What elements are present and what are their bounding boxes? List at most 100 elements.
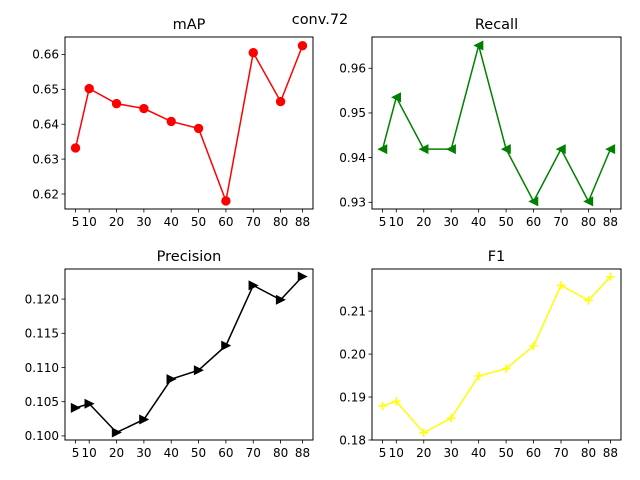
recall-x-tick-label: 80 bbox=[581, 215, 596, 229]
recall-data-point bbox=[377, 144, 388, 155]
map-title: mAP bbox=[173, 17, 206, 33]
f1-x-tick-label: 40 bbox=[471, 446, 486, 460]
recall-x-tick-label: 50 bbox=[498, 215, 513, 229]
precision-data-point bbox=[139, 414, 150, 425]
precision-y-tick-label: 0.100 bbox=[25, 429, 59, 443]
map-data-point bbox=[297, 41, 308, 51]
precision-x-tick-label: 88 bbox=[295, 446, 310, 460]
precision-title: Precision bbox=[157, 249, 222, 265]
map-y-tick-label: 0.62 bbox=[32, 187, 59, 201]
precision-x-tick-label: 80 bbox=[273, 446, 288, 460]
precision-data-point bbox=[275, 294, 286, 305]
precision-data-point bbox=[84, 398, 95, 409]
recall-y-tick-label: 0.94 bbox=[339, 151, 366, 165]
map-x-tick-label: 70 bbox=[246, 215, 261, 229]
map-y-tick-label: 0.66 bbox=[32, 48, 59, 62]
subplot-map: mAP 5 10 20 30 40 50 60 70 80 88 0.62 0.63 0.64 0.65 0.… bbox=[32, 17, 314, 229]
f1-x-tick-label: 70 bbox=[553, 446, 568, 460]
precision-data-point bbox=[111, 427, 122, 438]
f1-series-line bbox=[382, 276, 611, 434]
map-data-point bbox=[139, 103, 149, 114]
f1-data-point bbox=[474, 371, 483, 381]
f1-data-point bbox=[606, 272, 615, 281]
map-x-tick-label: 88 bbox=[295, 215, 310, 229]
recall-axes-frame bbox=[371, 36, 622, 210]
precision-y-tick-label: 0.110 bbox=[25, 361, 59, 375]
f1-data-point bbox=[378, 401, 387, 411]
map-data-point bbox=[221, 196, 231, 206]
recall-data-point bbox=[605, 144, 616, 155]
recall-data-point bbox=[555, 144, 566, 155]
map-x-tick-label: 40 bbox=[164, 215, 179, 229]
precision-x-tick-label: 10 bbox=[82, 446, 97, 460]
precision-x-tick-label: 30 bbox=[136, 446, 151, 460]
precision-x-tick-label: 5 bbox=[72, 446, 80, 460]
f1-x-tick-label: 10 bbox=[389, 446, 404, 460]
recall-y-tick-label: 0.95 bbox=[339, 106, 366, 120]
precision-series-line bbox=[75, 276, 304, 434]
precision-y-tick-label: 0.105 bbox=[25, 395, 59, 409]
f1-data-point bbox=[556, 281, 566, 290]
f1-data-point bbox=[419, 428, 428, 437]
precision-x-tick-label: 20 bbox=[109, 446, 124, 460]
recall-x-tick-label: 60 bbox=[526, 215, 541, 229]
f1-data-point bbox=[447, 413, 456, 423]
map-x-tick-label: 50 bbox=[191, 215, 206, 229]
precision-x-tick-label: 40 bbox=[164, 446, 179, 460]
map-y-tick-label: 0.65 bbox=[32, 83, 59, 97]
recall-data-point bbox=[528, 196, 539, 207]
f1-axes-frame bbox=[371, 268, 622, 441]
f1-x-tick-label: 60 bbox=[526, 446, 541, 460]
subplot-f1: F1 5 10 20 30 40 50 60 70 80 88 0.18 0.19 0.20 0.21 bbox=[339, 249, 622, 460]
f1-x-tick-label: 5 bbox=[379, 446, 387, 460]
recall-data-point bbox=[473, 40, 484, 51]
figure-suptitle: conv.72 bbox=[292, 12, 349, 28]
precision-x-tick-label: 50 bbox=[191, 446, 206, 460]
f1-data-point bbox=[584, 296, 593, 305]
recall-y-tick-label: 0.96 bbox=[339, 62, 366, 76]
recall-data-point bbox=[583, 196, 594, 207]
recall-x-tick-label: 70 bbox=[553, 215, 568, 229]
map-x-tick-label: 10 bbox=[82, 215, 97, 229]
map-y-tick-label: 0.64 bbox=[32, 118, 59, 132]
precision-data-point bbox=[221, 340, 232, 351]
map-data-point bbox=[70, 143, 81, 153]
recall-data-point bbox=[500, 144, 511, 155]
precision-axes-frame bbox=[64, 268, 314, 441]
recall-x-tick-label: 5 bbox=[379, 215, 387, 229]
recall-x-tick-label: 88 bbox=[603, 215, 618, 229]
precision-y-tick-label: 0.120 bbox=[25, 292, 59, 306]
precision-data-point bbox=[193, 365, 204, 376]
f1-y-tick-label: 0.20 bbox=[339, 347, 366, 361]
f1-y-tick-label: 0.19 bbox=[339, 390, 366, 404]
f1-data-point bbox=[392, 397, 401, 406]
f1-x-tick-label: 20 bbox=[416, 446, 431, 460]
map-x-tick-label: 20 bbox=[109, 215, 124, 229]
precision-data-point bbox=[166, 374, 177, 385]
recall-y-tick-label: 0.93 bbox=[339, 196, 366, 210]
f1-y-tick-label: 0.18 bbox=[339, 433, 366, 447]
precision-data-point bbox=[248, 280, 259, 291]
recall-title: Recall bbox=[475, 17, 518, 33]
subplot-precision: Precision 5 10 20 30 40 50 60 70 80 88 0.100 0.105 0.… bbox=[25, 249, 314, 460]
f1-x-tick-label: 88 bbox=[603, 446, 618, 460]
f1-x-tick-label: 50 bbox=[498, 446, 513, 460]
f1-data-point bbox=[501, 364, 511, 373]
recall-series-line bbox=[381, 42, 612, 204]
map-data-point bbox=[84, 83, 94, 94]
f1-data-point bbox=[529, 341, 538, 351]
map-data-point bbox=[193, 123, 204, 134]
recall-x-tick-label: 10 bbox=[389, 215, 404, 229]
precision-x-tick-label: 60 bbox=[218, 446, 233, 460]
map-data-point bbox=[275, 96, 286, 107]
recall-data-point bbox=[390, 92, 401, 103]
recall-x-tick-label: 30 bbox=[444, 215, 459, 229]
precision-data-point bbox=[297, 271, 308, 282]
f1-title: F1 bbox=[488, 249, 506, 265]
f1-x-tick-label: 30 bbox=[444, 446, 459, 460]
precision-x-tick-label: 70 bbox=[246, 446, 261, 460]
f1-x-tick-label: 80 bbox=[581, 446, 596, 460]
precision-data-point bbox=[70, 402, 81, 413]
